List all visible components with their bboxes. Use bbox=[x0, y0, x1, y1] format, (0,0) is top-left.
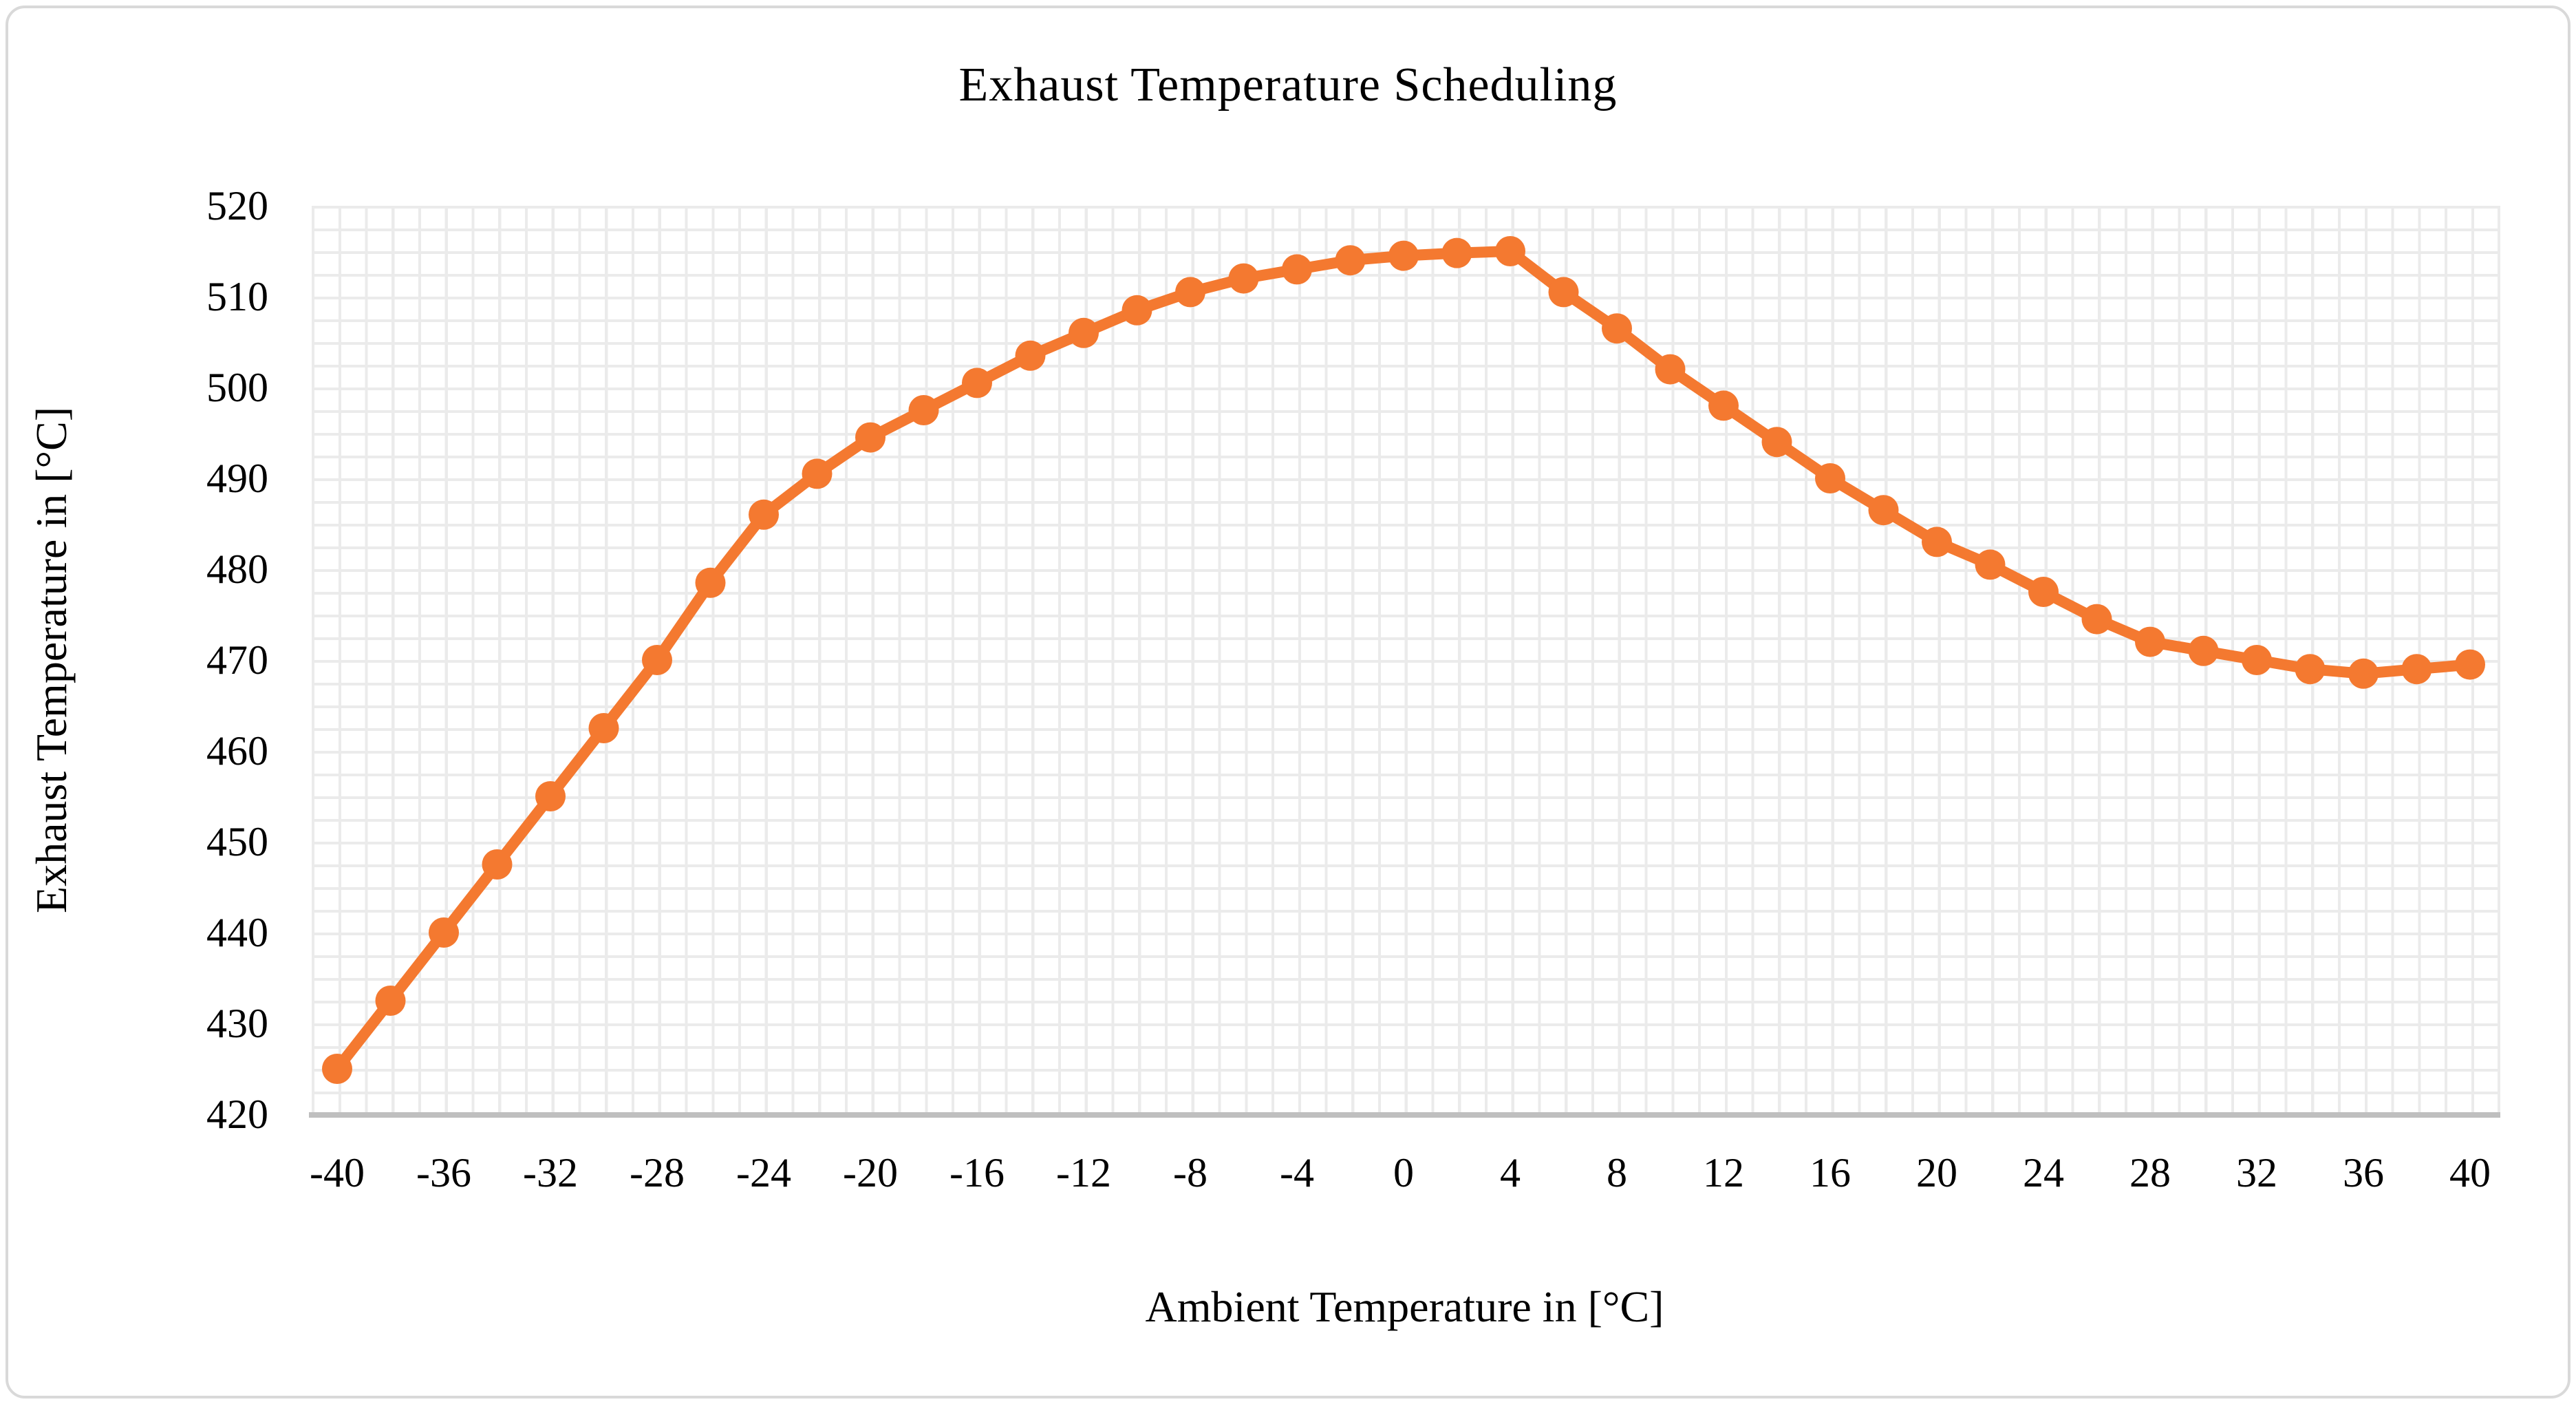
y-tick-label: 440 bbox=[206, 910, 268, 955]
series-marker bbox=[429, 917, 459, 948]
series-marker bbox=[1922, 526, 1952, 557]
series-marker bbox=[2401, 654, 2432, 685]
series-marker bbox=[2081, 604, 2112, 635]
series-marker bbox=[535, 781, 566, 811]
x-tick-label: -8 bbox=[1173, 1150, 1208, 1195]
series-marker bbox=[2295, 654, 2326, 685]
y-tick-label: 520 bbox=[206, 183, 268, 228]
series-marker bbox=[1441, 237, 1472, 268]
series-marker bbox=[1175, 277, 1205, 308]
series-marker bbox=[749, 499, 779, 530]
series-marker bbox=[1282, 254, 1312, 285]
x-tick-label: 16 bbox=[1810, 1150, 1851, 1195]
x-axis-line bbox=[309, 1112, 2500, 1118]
series-marker bbox=[1815, 463, 1845, 493]
y-tick-label: 500 bbox=[206, 365, 268, 410]
y-axis-title: Exhaust Temperature in [°C] bbox=[27, 406, 76, 914]
series-marker bbox=[1121, 295, 1152, 326]
x-tick-label: 20 bbox=[1916, 1150, 1957, 1195]
series-marker bbox=[322, 1054, 352, 1084]
series-marker bbox=[802, 458, 833, 489]
x-tick-label: 12 bbox=[1703, 1150, 1744, 1195]
y-tick-label: 470 bbox=[206, 637, 268, 683]
x-tick-label: -40 bbox=[310, 1150, 365, 1195]
series-marker bbox=[1228, 263, 1259, 294]
series-marker bbox=[695, 567, 726, 598]
y-tick-label: 420 bbox=[206, 1092, 268, 1137]
series-marker bbox=[2348, 658, 2379, 689]
x-tick-label: 28 bbox=[2129, 1150, 2171, 1195]
x-tick-label: 32 bbox=[2236, 1150, 2277, 1195]
series-marker bbox=[1335, 245, 1366, 276]
series-marker bbox=[1975, 549, 2006, 580]
x-tick-label: 8 bbox=[1607, 1150, 1627, 1195]
series-marker bbox=[2135, 626, 2165, 657]
x-axis-title: Ambient Temperature in [°C] bbox=[1145, 1282, 1664, 1331]
x-tick-label: -4 bbox=[1280, 1150, 1314, 1195]
x-tick-label: -12 bbox=[1056, 1150, 1111, 1195]
series-marker bbox=[908, 395, 939, 425]
x-tick-label: -16 bbox=[949, 1150, 1005, 1195]
x-tick-label: 36 bbox=[2343, 1150, 2384, 1195]
series-marker bbox=[1388, 240, 1419, 271]
x-tick-label: 0 bbox=[1393, 1150, 1414, 1195]
series-marker bbox=[642, 645, 672, 675]
y-tick-label: 430 bbox=[206, 1001, 268, 1046]
x-tick-label: 24 bbox=[2023, 1150, 2064, 1195]
series-marker bbox=[2242, 645, 2272, 675]
x-tick-label: -32 bbox=[523, 1150, 578, 1195]
series-marker bbox=[1069, 317, 1099, 348]
x-tick-label: 4 bbox=[1500, 1150, 1521, 1195]
series-marker bbox=[1708, 390, 1739, 421]
y-tick-label: 480 bbox=[206, 546, 268, 592]
x-tick-label: 40 bbox=[2449, 1150, 2491, 1195]
x-tick-label: -20 bbox=[843, 1150, 898, 1195]
series-marker bbox=[855, 422, 886, 453]
x-tick-label: -28 bbox=[630, 1150, 685, 1195]
series-marker bbox=[1655, 354, 1686, 385]
series-marker bbox=[2028, 577, 2059, 607]
y-tick-label: 490 bbox=[206, 456, 268, 501]
series-marker bbox=[375, 986, 406, 1016]
series-marker bbox=[1548, 277, 1579, 308]
chart-title: Exhaust Temperature Scheduling bbox=[958, 58, 1618, 111]
series-marker bbox=[1761, 427, 1792, 458]
series-marker bbox=[2455, 649, 2485, 680]
series-marker bbox=[588, 713, 619, 743]
series-marker bbox=[962, 368, 992, 398]
y-tick-label: 460 bbox=[206, 728, 268, 774]
exhaust-temperature-series bbox=[322, 236, 2485, 1084]
series-marker bbox=[2188, 635, 2219, 666]
x-tick-label: -36 bbox=[416, 1150, 471, 1195]
series-marker bbox=[1015, 340, 1046, 371]
plot-area bbox=[312, 206, 2500, 1114]
series-marker bbox=[1602, 313, 1632, 344]
series-marker bbox=[482, 849, 513, 880]
series-marker bbox=[1495, 236, 1525, 266]
series-marker bbox=[1868, 495, 1899, 526]
y-tick-label: 510 bbox=[206, 274, 268, 319]
y-tick-label: 450 bbox=[206, 819, 268, 864]
x-tick-label: -24 bbox=[736, 1150, 791, 1195]
